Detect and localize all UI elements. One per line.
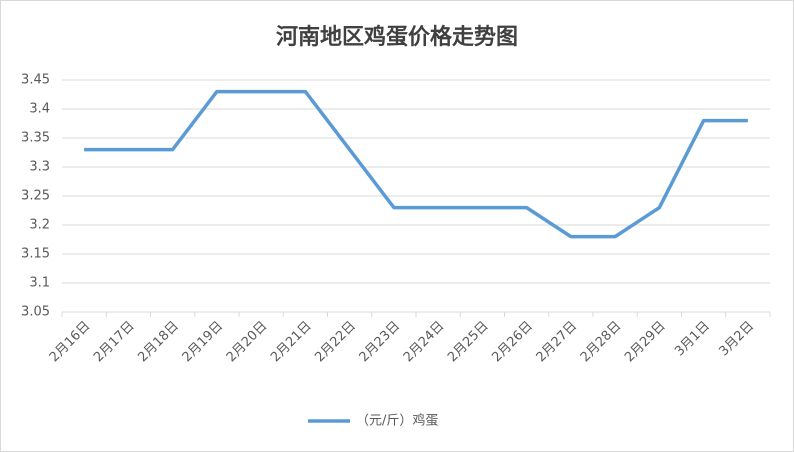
y-tick-label: 3.15 <box>21 247 50 262</box>
chart-title: 河南地区鸡蛋价格走势图 <box>276 24 518 50</box>
legend-label: （元/斤）鸡蛋 <box>356 413 438 429</box>
y-tick-label: 3.35 <box>21 131 50 146</box>
y-tick-label: 3.25 <box>21 189 50 204</box>
data-line <box>84 89 748 239</box>
y-tick-label: 3.45 <box>21 73 50 88</box>
y-tick-label: 3.4 <box>29 102 50 117</box>
y-tick-label: 3.05 <box>21 305 50 320</box>
y-tick-label: 3.1 <box>29 276 50 291</box>
y-tick-label: 3.3 <box>29 160 50 175</box>
y-tick-label: 3.2 <box>29 218 50 233</box>
